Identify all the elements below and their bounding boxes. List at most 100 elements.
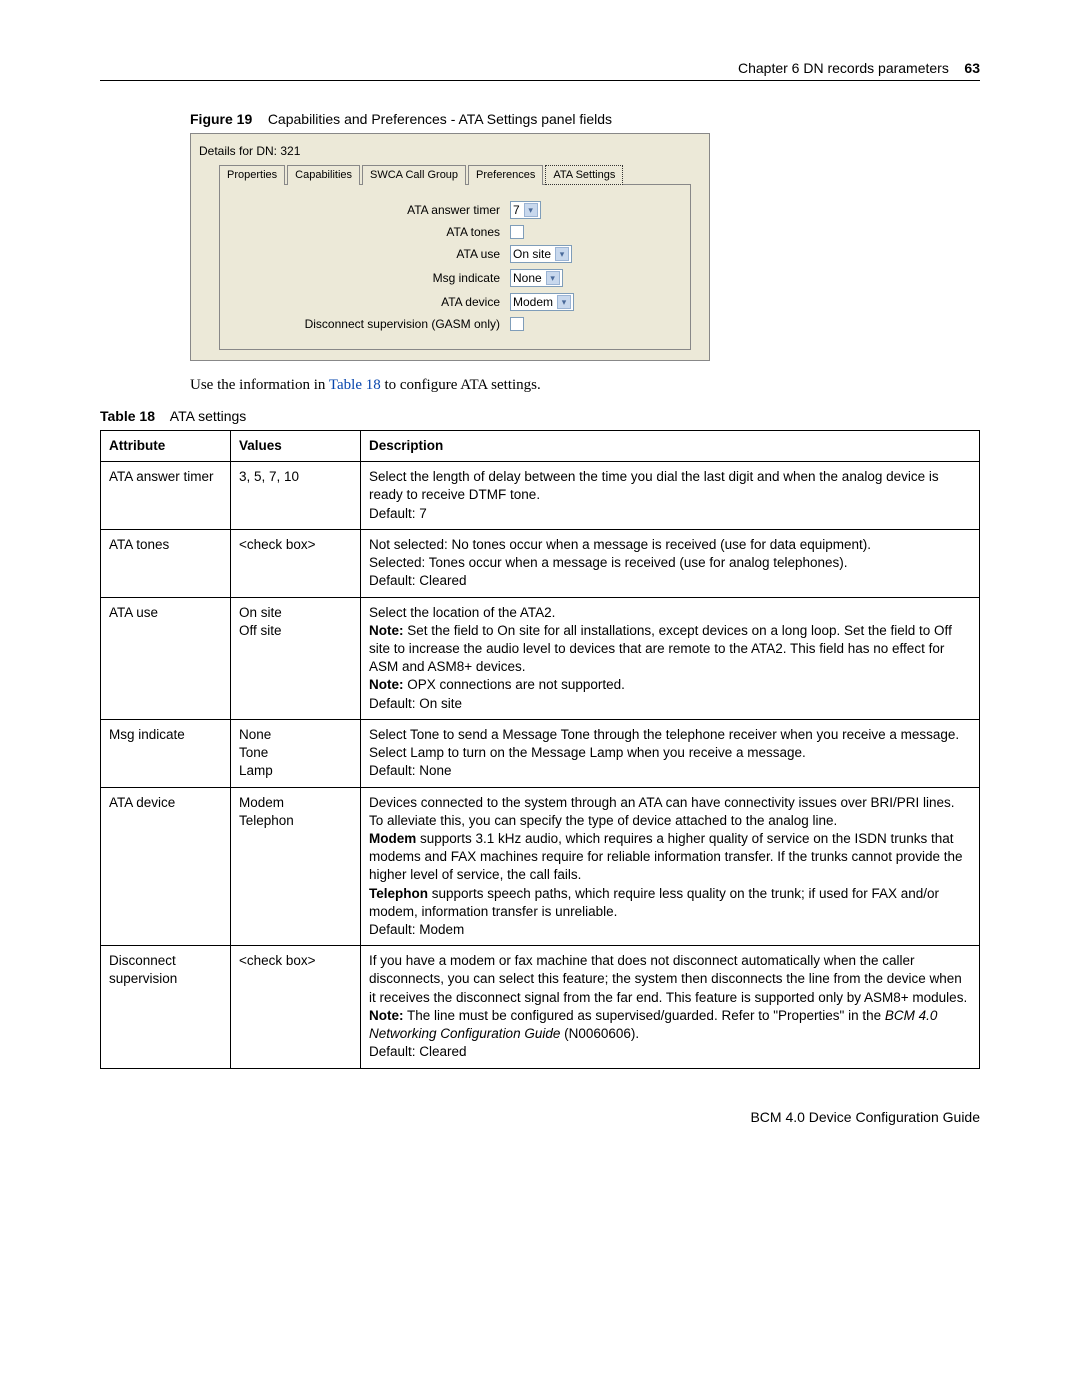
desc-line: (N0060606). [560, 1026, 639, 1041]
desc-line: Selected: Tones occur when a message is … [369, 555, 848, 570]
figure-label: Figure 19 [190, 111, 252, 127]
panel-title: Details for DN: 321 [191, 140, 709, 164]
cell-val: 3, 5, 7, 10 [231, 462, 361, 530]
lead-post: to configure ATA settings. [381, 377, 541, 393]
page-number: 63 [964, 60, 980, 76]
desc-line: Select Lamp to turn on the Message Lamp … [369, 745, 806, 760]
col-attribute: Attribute [101, 431, 231, 462]
chevron-down-icon: ▾ [557, 295, 571, 309]
table-title: ATA settings [170, 408, 247, 424]
settings-table: Attribute Values Description ATA answer … [100, 430, 980, 1069]
lead-pre: Use the information in [190, 377, 329, 393]
table-row: ATA answer timer 3, 5, 7, 10 Select the … [101, 462, 980, 530]
select-msg-value: None [513, 271, 542, 285]
desc-line: Select the length of delay between the t… [369, 469, 939, 502]
cell-val: On site Off site [231, 597, 361, 719]
desc-line: Select the location of the ATA2. [369, 605, 555, 620]
desc-line: Default: On site [369, 696, 462, 711]
desc-line: Default: Cleared [369, 1044, 467, 1059]
cell-desc: Not selected: No tones occur when a mess… [361, 529, 980, 597]
label-msg: Msg indicate [230, 271, 510, 285]
term-label: Telephon [369, 886, 428, 901]
chapter-label: Chapter 6 DN records parameters [738, 60, 949, 76]
table-row: ATA device Modem Telephon Devices connec… [101, 787, 980, 946]
desc-line: The line must be configured as supervise… [404, 1008, 885, 1023]
desc-line: Default: Modem [369, 922, 464, 937]
val-line: On site [239, 605, 282, 620]
lead-text: Use the information in Table 18 to confi… [190, 377, 980, 394]
select-use[interactable]: On site ▾ [510, 245, 572, 263]
cell-attr: ATA answer timer [101, 462, 231, 530]
table-row: Msg indicate None Tone Lamp Select Tone … [101, 719, 980, 787]
val-line: Modem [239, 795, 284, 810]
select-msg[interactable]: None ▾ [510, 269, 563, 287]
col-description: Description [361, 431, 980, 462]
tab-body: ATA answer timer 7 ▾ ATA tones ATA use O… [219, 184, 691, 350]
tab-properties[interactable]: Properties [219, 165, 285, 185]
table-row: ATA use On site Off site Select the loca… [101, 597, 980, 719]
note-label: Note: [369, 677, 404, 692]
table-label: Table 18 [100, 408, 155, 424]
val-line: None [239, 727, 271, 742]
footer-text: BCM 4.0 Device Configuration Guide [100, 1109, 980, 1125]
table-row: Disconnect supervision <check box> If yo… [101, 946, 980, 1068]
cell-val: <check box> [231, 946, 361, 1068]
cell-val: None Tone Lamp [231, 719, 361, 787]
val-line: Lamp [239, 763, 273, 778]
label-device: ATA device [230, 295, 510, 309]
term-label: Modem [369, 831, 416, 846]
desc-line: Select Tone to send a Message Tone throu… [369, 727, 959, 742]
select-answer-timer-value: 7 [513, 203, 520, 217]
label-disc: Disconnect supervision (GASM only) [230, 317, 510, 331]
label-answer-timer: ATA answer timer [230, 203, 510, 217]
page-header: Chapter 6 DN records parameters 63 [100, 60, 980, 76]
cell-attr: ATA device [101, 787, 231, 946]
chevron-down-icon: ▾ [524, 203, 538, 217]
desc-line: OPX connections are not supported. [404, 677, 625, 692]
note-label: Note: [369, 623, 404, 638]
checkbox-tones[interactable] [510, 225, 524, 239]
val-line: Telephon [239, 813, 294, 828]
select-answer-timer[interactable]: 7 ▾ [510, 201, 541, 219]
checkbox-disc[interactable] [510, 317, 524, 331]
label-tones: ATA tones [230, 225, 510, 239]
tab-ata-settings[interactable]: ATA Settings [545, 165, 623, 185]
tab-swca[interactable]: SWCA Call Group [362, 165, 466, 185]
cell-attr: Disconnect supervision [101, 946, 231, 1068]
label-use: ATA use [230, 247, 510, 261]
cell-attr: ATA tones [101, 529, 231, 597]
figure-title: Capabilities and Preferences - ATA Setti… [268, 111, 612, 127]
desc-line: Devices connected to the system through … [369, 795, 955, 828]
table-link[interactable]: Table 18 [329, 377, 381, 393]
val-line: Off site [239, 623, 282, 638]
cell-val: <check box> [231, 529, 361, 597]
cell-desc: Select Tone to send a Message Tone throu… [361, 719, 980, 787]
desc-line: Default: None [369, 763, 452, 778]
tab-row: Properties Capabilities SWCA Call Group … [191, 164, 709, 184]
table-row: ATA tones <check box> Not selected: No t… [101, 529, 980, 597]
header-divider [100, 80, 980, 81]
table-caption: Table 18 ATA settings [100, 408, 980, 424]
desc-line: Default: 7 [369, 506, 427, 521]
note-label: Note: [369, 1008, 404, 1023]
tab-preferences[interactable]: Preferences [468, 165, 543, 185]
chevron-down-icon: ▾ [546, 271, 560, 285]
table-header-row: Attribute Values Description [101, 431, 980, 462]
desc-line: supports 3.1 kHz audio, which requires a… [369, 831, 963, 882]
chevron-down-icon: ▾ [555, 247, 569, 261]
select-device[interactable]: Modem ▾ [510, 293, 574, 311]
cell-val: Modem Telephon [231, 787, 361, 946]
cell-attr: ATA use [101, 597, 231, 719]
desc-line: supports speech paths, which require les… [369, 886, 939, 919]
cell-desc: Devices connected to the system through … [361, 787, 980, 946]
tab-capabilities[interactable]: Capabilities [287, 165, 360, 185]
figure-caption: Figure 19 Capabilities and Preferences -… [190, 111, 980, 127]
cell-desc: Select the location of the ATA2. Note: S… [361, 597, 980, 719]
col-values: Values [231, 431, 361, 462]
cell-desc: If you have a modem or fax machine that … [361, 946, 980, 1068]
val-line: Tone [239, 745, 268, 760]
select-use-value: On site [513, 247, 551, 261]
desc-line: If you have a modem or fax machine that … [369, 953, 967, 1004]
select-device-value: Modem [513, 295, 553, 309]
cell-attr: Msg indicate [101, 719, 231, 787]
